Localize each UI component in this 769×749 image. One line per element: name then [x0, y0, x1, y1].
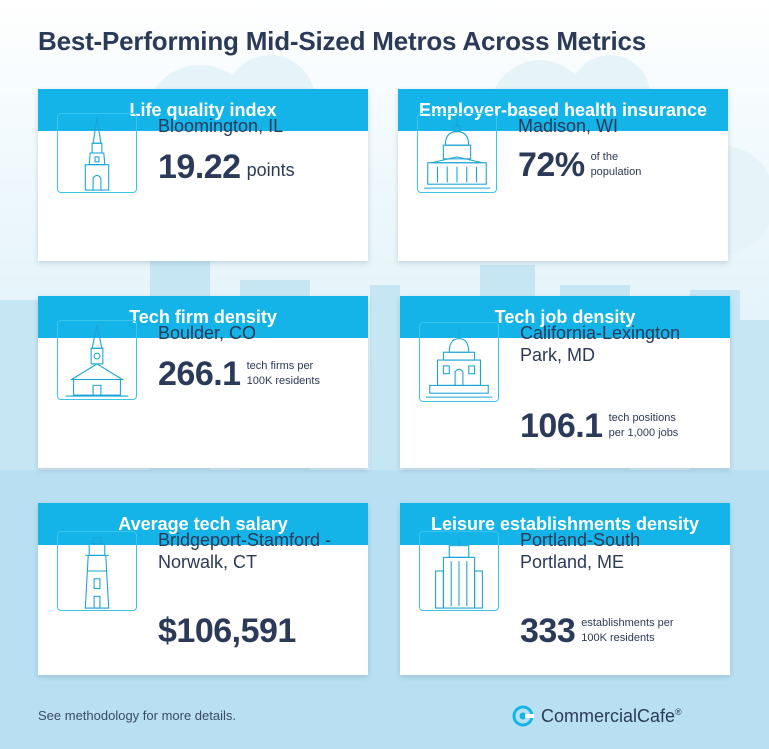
capitol-dome-icon	[417, 113, 497, 193]
metric-unit: points	[246, 159, 295, 180]
card-header: Life quality index	[38, 89, 368, 131]
metric-unit: tech firms per 100K residents	[246, 360, 320, 387]
metric-value: 333	[520, 612, 576, 650]
courthouse-dome-icon	[419, 322, 499, 402]
metric-value: 266.1	[158, 355, 241, 393]
metric-value: 106.1	[520, 407, 603, 445]
metric-unit: of the population	[590, 151, 642, 178]
logo-name: CommercialCafe	[541, 705, 676, 726]
metric-value: $106,591	[158, 612, 296, 650]
metric-card-leisure-density: Leisure establishments density Portland-…	[400, 503, 730, 675]
card-header: Tech firm density	[38, 296, 368, 338]
card-header: Average tech salary	[38, 503, 368, 545]
metric-card-tech-job-density: Tech job density California-Lexington Pa…	[400, 296, 730, 468]
metric-card-health-insurance: Employer-based health insurance Madison,…	[398, 89, 728, 261]
metric-value: 72%	[518, 146, 585, 184]
metric-unit: establishments per 100K residents	[581, 617, 674, 644]
metric-value: 19.22	[158, 148, 241, 186]
chapel-icon	[57, 320, 137, 400]
logo-registered-mark: ®	[675, 706, 682, 717]
metric-card-life-quality: Life quality index Bloomington, IL 19.22…	[38, 89, 368, 261]
card-header: Tech job density	[400, 296, 730, 338]
commercialcafe-logo: CommercialCafe®	[512, 705, 682, 727]
skyscraper-icon	[419, 531, 499, 611]
card-header: Leisure establishments density	[400, 503, 730, 545]
city-name: California-Lexington Park, MD	[520, 323, 681, 365]
methodology-footnote: See methodology for more details.	[38, 708, 236, 723]
metric-card-average-tech-salary: Average tech salary Bridgeport-Stamford …	[38, 503, 368, 675]
metric-unit: tech positions per 1,000 jobs	[608, 412, 679, 439]
city-name: Portland-South Portland, ME	[520, 530, 641, 572]
city-name: Bridgeport-Stamford -Norwalk, CT	[158, 530, 332, 572]
metric-card-tech-firm-density: Tech firm density Boulder, CO 266.1 tech…	[38, 296, 368, 468]
lighthouse-icon	[57, 531, 137, 611]
church-spire-icon	[57, 113, 137, 193]
page-title: Best-Performing Mid-Sized Metros Across …	[38, 26, 646, 56]
logo-mark-icon	[512, 705, 534, 727]
city-name: Madison, WI	[518, 116, 619, 136]
city-name: Boulder, CO	[158, 323, 257, 343]
city-name: Bloomington, IL	[158, 116, 284, 136]
card-header: Employer-based health insurance	[398, 89, 728, 131]
